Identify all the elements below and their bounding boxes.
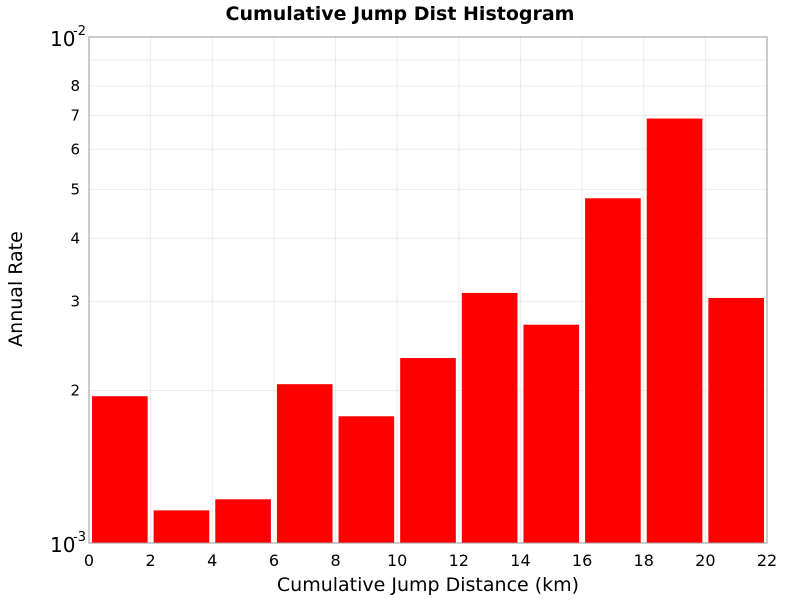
- chart-title: Cumulative Jump Dist Histogram: [226, 3, 575, 25]
- x-tick-label: 8: [330, 551, 340, 570]
- x-tick-label: 14: [510, 551, 530, 570]
- histogram-bar: [215, 499, 271, 543]
- histogram-bar: [92, 396, 148, 543]
- histogram-bar: [400, 358, 456, 543]
- histogram-bar: [708, 297, 764, 543]
- histogram-bar: [523, 324, 580, 543]
- y-tick-label: 8: [70, 77, 80, 95]
- bars: [92, 118, 764, 543]
- x-tick-label: 10: [387, 551, 407, 570]
- histogram-bar: [646, 118, 703, 543]
- plot-frame: [88, 36, 768, 544]
- histogram-bar: [276, 384, 333, 543]
- x-axis-label: Cumulative Jump Distance (km): [277, 574, 579, 596]
- histogram-bar: [153, 510, 210, 543]
- x-tick-label: 12: [449, 551, 469, 570]
- y-tick-label: 7: [70, 106, 80, 124]
- x-tick-label: 6: [269, 551, 279, 570]
- x-tick-label: 2: [146, 551, 156, 570]
- histogram-bar: [338, 416, 395, 543]
- y-axis-label: Annual Rate: [5, 231, 27, 347]
- x-tick-label: 4: [207, 551, 217, 570]
- x-tick-label: 16: [572, 551, 592, 570]
- y-tick-label: 2: [70, 382, 80, 400]
- histogram-bar: [461, 292, 518, 543]
- y-decade-tick: 10-2: [50, 24, 86, 51]
- histogram-bar: [585, 198, 641, 543]
- y-tick-label: 5: [70, 180, 80, 198]
- y-decade-exponent: -2: [73, 24, 86, 39]
- y-tick-label: 3: [70, 293, 80, 311]
- y-decade-base: 10: [50, 533, 75, 557]
- y-tick-label: 6: [70, 140, 80, 158]
- y-decade-tick: 10-3: [50, 530, 86, 557]
- x-tick-label: 0: [84, 551, 94, 570]
- x-tick-label: 18: [634, 551, 654, 570]
- x-axis: 0 2 4 6 8 10 12 14 16 18 20 22: [84, 551, 777, 570]
- y-decade-base: 10: [50, 27, 75, 51]
- x-tick-label: 22: [757, 551, 777, 570]
- x-tick-label: 20: [695, 551, 715, 570]
- y-tick-label: 4: [70, 229, 80, 247]
- y-decade-exponent: -3: [73, 530, 86, 545]
